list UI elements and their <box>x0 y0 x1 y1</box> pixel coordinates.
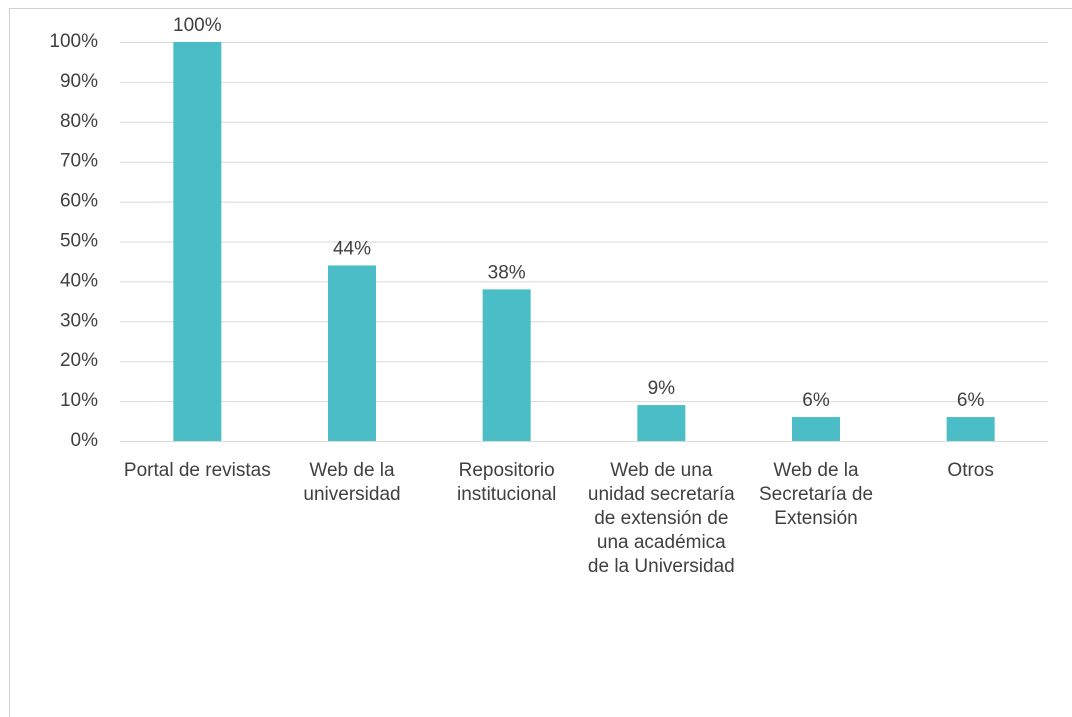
y-tick-label: 20% <box>60 350 98 371</box>
x-tick-label: Repositorio institucional <box>457 460 557 505</box>
x-tick-label: Web de la Secretaría de Extensión <box>758 460 874 529</box>
bar <box>946 417 995 441</box>
y-tick-label: 90% <box>60 71 98 92</box>
value-label: 9% <box>648 378 676 399</box>
x-tick-label: Otros <box>947 460 994 481</box>
x-tick-label: Web de una unidad secretaría de extensió… <box>587 460 735 577</box>
bar <box>482 289 531 441</box>
value-label: 100% <box>173 15 222 36</box>
value-label: 6% <box>957 390 985 411</box>
bar <box>173 42 222 441</box>
frame <box>9 8 1072 717</box>
x-tick-label: Web de la universidad <box>303 460 401 505</box>
value-label: 44% <box>333 238 371 259</box>
bar <box>792 417 840 441</box>
value-label: 38% <box>488 262 526 283</box>
y-tick-label: 40% <box>60 270 98 291</box>
x-tick-label: Portal de revistas <box>123 460 271 481</box>
y-tick-label: 10% <box>60 390 98 411</box>
y-tick-label: 50% <box>60 231 98 252</box>
y-tick-label: 100% <box>49 31 98 52</box>
value-label: 6% <box>802 390 830 411</box>
y-tick-label: 0% <box>71 430 99 451</box>
bar <box>328 265 376 441</box>
y-tick-label: 70% <box>60 151 98 172</box>
y-tick-label: 30% <box>60 310 98 331</box>
y-tick-label: 60% <box>60 191 98 212</box>
bar <box>637 405 686 441</box>
y-tick-label: 80% <box>60 111 98 132</box>
